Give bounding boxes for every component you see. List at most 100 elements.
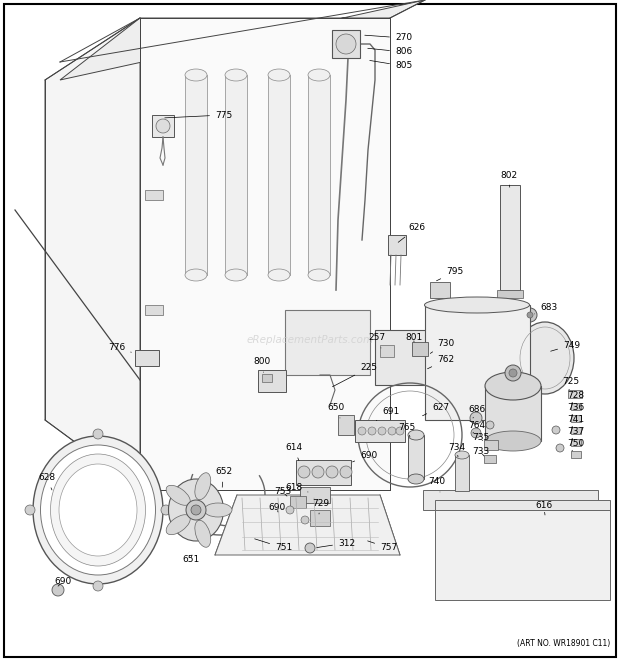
- Circle shape: [186, 500, 206, 520]
- Ellipse shape: [195, 520, 211, 547]
- Bar: [375, 330, 430, 385]
- Text: 735: 735: [472, 434, 489, 442]
- Circle shape: [52, 584, 64, 596]
- Circle shape: [527, 312, 533, 318]
- Ellipse shape: [485, 372, 541, 400]
- Bar: [290, 496, 306, 508]
- Circle shape: [505, 365, 521, 381]
- Ellipse shape: [408, 430, 424, 440]
- Circle shape: [552, 426, 560, 434]
- Bar: [484, 455, 496, 463]
- Polygon shape: [435, 510, 610, 600]
- Text: 728: 728: [567, 391, 584, 403]
- Bar: [262, 374, 272, 382]
- Circle shape: [470, 412, 482, 424]
- Ellipse shape: [185, 69, 207, 81]
- Circle shape: [556, 444, 564, 452]
- Circle shape: [396, 427, 404, 435]
- Bar: [430, 282, 450, 298]
- Bar: [258, 370, 286, 392]
- Bar: [296, 460, 351, 485]
- Text: 683: 683: [534, 303, 557, 314]
- Ellipse shape: [166, 485, 190, 505]
- Circle shape: [298, 466, 310, 478]
- Circle shape: [305, 543, 315, 553]
- Text: 736: 736: [567, 403, 584, 415]
- Bar: [225, 75, 247, 275]
- Text: 776: 776: [108, 344, 131, 352]
- Text: 740: 740: [428, 477, 445, 492]
- Text: 614: 614: [285, 444, 302, 461]
- Text: 733: 733: [472, 447, 489, 457]
- Text: 730: 730: [430, 338, 454, 354]
- Circle shape: [523, 308, 537, 322]
- Text: 690: 690: [54, 578, 71, 586]
- Ellipse shape: [336, 34, 356, 54]
- Text: 762: 762: [428, 356, 454, 369]
- Bar: [268, 75, 290, 275]
- Bar: [500, 185, 520, 290]
- Text: 686: 686: [468, 405, 485, 418]
- Circle shape: [312, 466, 324, 478]
- Bar: [571, 439, 581, 446]
- Ellipse shape: [268, 269, 290, 281]
- Ellipse shape: [225, 269, 247, 281]
- Circle shape: [93, 429, 103, 439]
- Text: 806: 806: [368, 48, 412, 56]
- Text: 734: 734: [448, 444, 465, 457]
- Ellipse shape: [33, 436, 163, 584]
- Bar: [412, 342, 428, 356]
- Circle shape: [358, 427, 366, 435]
- Text: 757: 757: [368, 541, 397, 553]
- Polygon shape: [435, 500, 610, 510]
- Ellipse shape: [308, 269, 330, 281]
- Bar: [388, 235, 406, 255]
- Text: 690: 690: [353, 451, 377, 462]
- Text: 749: 749: [551, 340, 580, 351]
- Text: 775: 775: [165, 110, 232, 120]
- Polygon shape: [140, 18, 390, 490]
- Text: 764: 764: [468, 420, 485, 433]
- Ellipse shape: [156, 119, 170, 133]
- Circle shape: [340, 466, 352, 478]
- Text: 225: 225: [332, 364, 377, 387]
- Text: 802: 802: [500, 171, 517, 187]
- Circle shape: [368, 427, 376, 435]
- Text: 801: 801: [405, 334, 422, 342]
- Text: eReplacementParts.com: eReplacementParts.com: [246, 335, 374, 345]
- Circle shape: [191, 505, 201, 515]
- Circle shape: [161, 505, 171, 515]
- Text: 652: 652: [215, 467, 232, 487]
- Ellipse shape: [408, 474, 424, 484]
- Circle shape: [486, 421, 494, 429]
- Bar: [497, 290, 523, 298]
- Circle shape: [25, 505, 35, 515]
- Ellipse shape: [59, 464, 137, 556]
- Circle shape: [326, 466, 338, 478]
- Polygon shape: [45, 18, 140, 490]
- Bar: [135, 350, 159, 366]
- Ellipse shape: [195, 473, 211, 500]
- Text: 650: 650: [327, 403, 344, 418]
- Ellipse shape: [485, 431, 541, 451]
- Ellipse shape: [225, 69, 247, 81]
- Text: 628: 628: [38, 473, 55, 490]
- Text: 618: 618: [285, 483, 308, 492]
- Ellipse shape: [169, 479, 223, 541]
- Bar: [332, 30, 360, 58]
- Bar: [355, 420, 405, 442]
- Bar: [380, 345, 394, 357]
- Bar: [152, 115, 174, 137]
- Bar: [484, 440, 498, 450]
- Polygon shape: [215, 495, 400, 555]
- Text: 751: 751: [255, 539, 292, 553]
- Bar: [185, 75, 207, 275]
- Circle shape: [471, 428, 481, 438]
- Bar: [568, 390, 582, 398]
- Bar: [455, 455, 469, 491]
- Bar: [485, 386, 541, 441]
- Ellipse shape: [185, 269, 207, 281]
- Bar: [425, 305, 530, 420]
- Bar: [310, 510, 330, 526]
- Text: (ART NO. WR18901 C11): (ART NO. WR18901 C11): [516, 639, 610, 648]
